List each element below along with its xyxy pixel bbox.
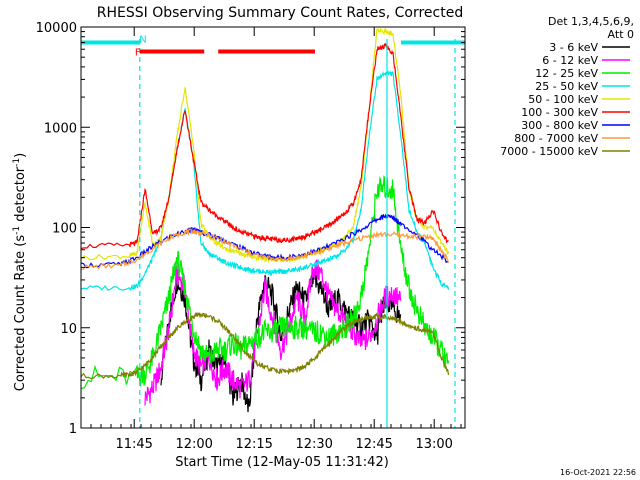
y-tick-label: 10 — [60, 322, 77, 337]
series-line-6 — [80, 42, 449, 250]
x-tick-label: 12:00 — [175, 437, 212, 452]
x-tick-label: 12:15 — [235, 437, 272, 452]
plot-timestamp: 16-Oct-2021 22:56 — [560, 468, 636, 477]
y-tick-label: 100 — [52, 222, 77, 237]
legend-label-1: 3 - 6 keV — [549, 41, 598, 54]
legend-label-6: 100 - 300 keV — [521, 106, 598, 119]
series-group — [80, 27, 450, 413]
legend-header-line-2: Att 0 — [608, 28, 634, 41]
y-tick-label: 10000 — [36, 21, 77, 36]
y-tick-label: 1 — [69, 422, 77, 437]
chart-title: RHESSI Observing Summary Count Rates, Co… — [97, 5, 463, 21]
legend-label-2: 6 - 12 keV — [542, 54, 598, 67]
flag-label-N: N — [139, 35, 146, 46]
y-axis-label-close: ) — [13, 153, 28, 158]
y-axis-label: Corrected Count Rate (s-1 detector-1) — [12, 153, 28, 391]
legend-label-3: 12 - 25 keV — [535, 67, 598, 80]
x-tick-label: 12:30 — [295, 437, 332, 452]
series-line-8 — [80, 228, 450, 270]
legend-header-line-1: Det 1,3,4,5,6,9, — [548, 15, 634, 28]
legend-label-9: 7000 - 15000 keV — [500, 145, 598, 158]
y-axis-label-sup2: -1 — [12, 158, 22, 167]
x-axis-label: Start Time (12-May-05 11:31:42) — [175, 455, 389, 470]
legend-label-7: 300 - 800 keV — [521, 119, 598, 132]
x-tick-label: 11:45 — [115, 437, 152, 452]
legend-label-4: 25 - 50 keV — [535, 80, 598, 93]
y-tick-label: 1000 — [44, 121, 77, 136]
x-tick-label: 13:00 — [415, 437, 452, 452]
series-line-3 — [80, 175, 450, 390]
legend-label-8: 800 - 7000 keV — [514, 132, 598, 145]
axes-group: 1 10 100 1000 10000 11:45 12:00 12:15 12:30 12:45… — [36, 21, 466, 452]
x-tick-label: 12:45 — [355, 437, 392, 452]
flag-label-F: F — [135, 47, 141, 58]
series-line-5 — [80, 27, 450, 263]
legend-label-5: 50 - 100 keV — [528, 93, 598, 106]
y-axis-label-mid: detector — [13, 166, 28, 226]
series-line-9 — [80, 311, 450, 380]
y-axis-label-sup1: -1 — [12, 226, 22, 235]
overlay-group: NF — [81, 35, 465, 428]
y-axis-label-main: Corrected Count Rate (s — [13, 235, 28, 392]
